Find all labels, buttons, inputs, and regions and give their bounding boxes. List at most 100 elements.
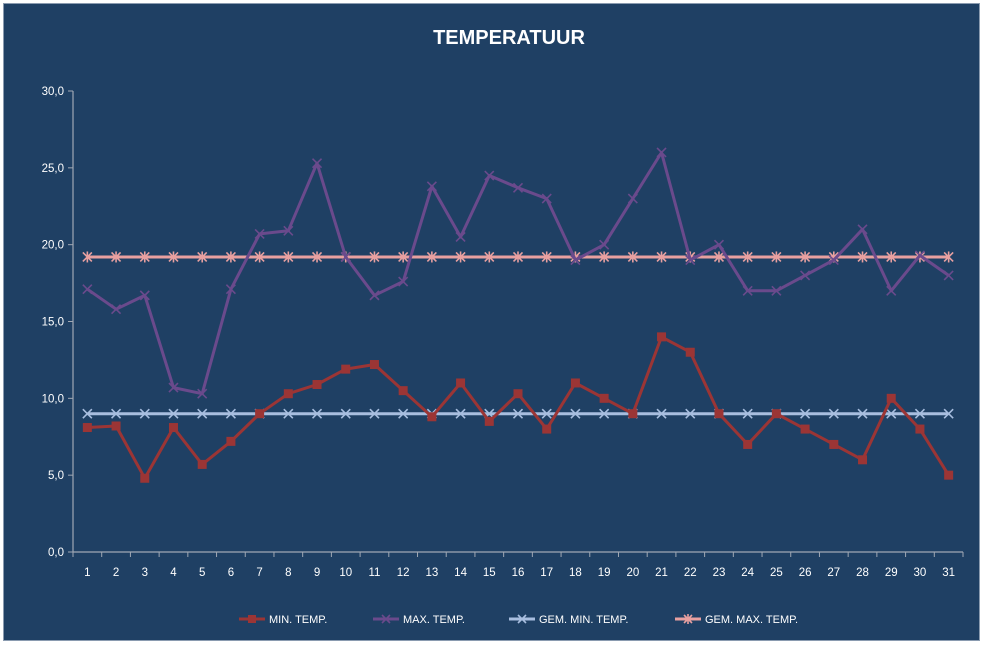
data-point [283,225,294,236]
data-point [886,285,897,296]
data-point [340,251,351,263]
data-point [225,251,236,263]
x-tick-label: 18 [569,567,582,579]
data-point [542,424,552,434]
x-tick-label: 2 [113,567,119,579]
data-point [943,408,954,419]
legend-label: GEM. MIN. TEMP. [539,614,628,626]
data-point [570,378,580,388]
x-tick-label: 17 [540,567,553,579]
axes: 0,05,010,015,020,025,030,01 2 3 4 5 6 7 8 9 10 11 1… [42,86,964,579]
data-point [369,290,380,301]
data-point [771,409,781,419]
x-tick-label: 8 [285,567,291,579]
data-point [311,158,323,169]
temperature-chart: TEMPERATUUR 0,05,010,015,020,025,030,01 2… [42,27,964,626]
chart-title: TEMPERATUUR [433,27,585,49]
y-tick-label: 15,0 [42,317,64,329]
data-point [197,251,208,263]
data-point [168,423,178,433]
data-point [517,614,527,624]
data-point [248,615,256,623]
data-point [742,251,753,263]
data-point [427,412,437,422]
data-point [828,254,839,266]
data-point [369,408,380,419]
data-point [369,360,379,370]
data-point [513,389,523,399]
data-point [139,290,150,301]
data-point [398,386,408,396]
x-tick-label: 22 [684,567,697,579]
data-point [197,459,207,469]
data-point [886,251,897,263]
x-tick-label: 5 [199,567,205,579]
data-point [283,408,294,419]
data-point [828,408,839,419]
data-point [426,181,437,192]
data-point [110,251,122,263]
data-point [426,251,437,263]
data-point [226,436,236,446]
data-point [771,285,782,296]
data-point [197,408,208,419]
data-point [311,251,323,263]
data-point [599,393,609,403]
data-point [800,408,811,419]
x-tick-label: 12 [397,567,410,579]
data-point [858,455,868,465]
data-point [914,408,926,419]
data-point [857,408,868,419]
data-point [456,378,466,388]
x-tick-label: 23 [713,567,726,579]
legend: MIN. TEMP. MAX. TEMP. GEM. MIN. TEMP. GEM. … [239,614,798,626]
x-tick-label: 19 [598,567,611,579]
data-point [800,424,810,434]
data-point [369,251,380,263]
x-tick-label: 20 [626,567,639,579]
x-tick-label: 1 [84,567,90,579]
data-point [225,408,236,419]
data-point [915,424,925,434]
y-tick-label: 0,0 [48,547,64,559]
data-point [829,439,839,449]
data-point [656,251,667,263]
data-point [311,408,323,419]
data-point [312,380,322,390]
y-tick-label: 20,0 [42,240,64,252]
data-point [111,421,121,431]
data-point [742,285,753,296]
data-point [714,409,724,419]
data-point [886,408,897,419]
data-point [627,251,638,263]
data-point [541,408,552,419]
data-point [599,408,610,419]
x-tick-label: 9 [314,567,320,579]
x-tick-label: 3 [142,567,148,579]
data-point [886,393,896,403]
data-point [82,251,93,263]
data-point [168,408,179,419]
x-tick-label: 11 [368,567,380,579]
x-tick-label: 31 [942,567,955,579]
data-point [254,228,265,239]
data-point [512,251,524,263]
plot-series [82,147,954,483]
data-point [82,423,92,433]
data-point [713,239,725,250]
y-tick-label: 10,0 [42,393,64,405]
data-point [857,224,868,235]
x-tick-label: 24 [741,567,754,579]
data-point [341,364,351,374]
x-tick-label: 30 [914,567,927,579]
data-point [398,251,409,263]
series-line-min-temp [87,335,950,480]
x-tick-label: 28 [856,567,869,579]
x-tick-label: 13 [425,567,438,579]
x-tick-label: 6 [228,567,234,579]
data-point [627,193,638,204]
data-point [656,408,667,419]
y-tick-label: 5,0 [48,470,64,482]
x-tick-label: 16 [512,567,525,579]
data-point [713,251,725,263]
